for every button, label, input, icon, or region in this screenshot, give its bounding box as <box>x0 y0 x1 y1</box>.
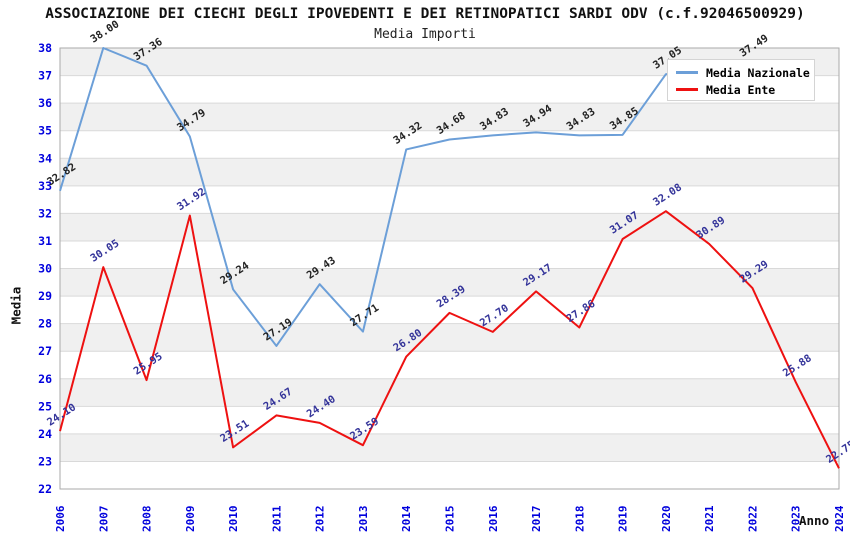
x-tick-label: 2021 <box>703 505 716 532</box>
value-label: 30.05 <box>88 237 121 264</box>
y-tick-label: 22 <box>38 482 52 496</box>
legend-item-media-nazionale: Media Nazionale <box>676 64 814 81</box>
y-tick-label: 35 <box>38 124 52 138</box>
y-tick-label: 25 <box>38 399 52 413</box>
plot-border <box>59 47 840 490</box>
x-tick-label: 2011 <box>270 505 283 532</box>
x-tick-label: 2015 <box>444 506 457 533</box>
y-tick-label: 33 <box>38 179 52 193</box>
y-tick-label: 37 <box>38 69 52 83</box>
x-tick-label: 2016 <box>487 505 500 532</box>
chart-subtitle: Media Importi <box>374 27 476 42</box>
legend-swatch-media-nazionale <box>676 71 698 74</box>
chart-title: ASSOCIAZIONE DEI CIECHI DEGLI IPOVEDENTI… <box>45 6 805 22</box>
x-tick-label: 2023 <box>790 506 803 533</box>
x-tick-label: 2017 <box>530 506 543 533</box>
y-tick-label: 29 <box>38 289 52 303</box>
media-ente-line <box>59 210 840 469</box>
grid-band <box>60 323 839 352</box>
x-tick-label: 2020 <box>660 506 673 533</box>
y-axis-title: Media <box>8 286 24 325</box>
value-label: 25.88 <box>781 352 814 379</box>
y-tick-label: 30 <box>38 262 52 276</box>
legend-swatch-media-ente <box>676 88 698 91</box>
grid-band <box>60 268 839 297</box>
x-tick-label: 2009 <box>184 506 197 533</box>
y-tick-label: 38 <box>38 41 52 55</box>
x-tick-label: 2013 <box>357 506 370 533</box>
x-tick-label: 2022 <box>746 506 759 533</box>
x-tick-label: 2012 <box>314 506 327 533</box>
y-tick-label: 23 <box>38 454 52 468</box>
y-tick-label: 28 <box>38 317 52 331</box>
y-tick-label: 31 <box>38 234 52 248</box>
legend-label: Media Ente <box>706 82 776 97</box>
grid-band <box>60 158 839 186</box>
value-label: 31.92 <box>175 186 208 213</box>
x-tick-label: 2018 <box>573 506 586 533</box>
x-tick-label: 2006 <box>54 505 67 532</box>
y-tick-label: 27 <box>38 344 52 358</box>
x-tick-label: 2010 <box>227 506 240 533</box>
y-tick-label: 26 <box>38 372 52 386</box>
y-tick-label: 32 <box>38 206 52 220</box>
grid-band <box>60 103 839 131</box>
x-tick-label: 2014 <box>400 505 413 532</box>
legend-item-media-ente: Media Ente <box>676 81 814 98</box>
x-axis-title: Anno <box>799 513 830 528</box>
legend-label: Media Nazionale <box>706 65 810 80</box>
y-tick-label: 36 <box>38 96 52 110</box>
grid-band <box>60 378 839 407</box>
y-tick-label: 34 <box>38 151 52 165</box>
x-tick-label: 2024 <box>833 505 846 532</box>
legend: Media Nazionale Media Ente <box>667 59 815 101</box>
x-tick-label: 2008 <box>141 506 154 533</box>
grid-band <box>60 433 839 462</box>
y-tick-label: 24 <box>38 427 52 441</box>
value-label: 38.00 <box>88 18 121 45</box>
x-tick-label: 2007 <box>97 506 110 533</box>
value-label: 27.86 <box>564 298 597 325</box>
media-nazionale-line <box>59 47 753 347</box>
x-tick-label: 2019 <box>617 506 630 533</box>
